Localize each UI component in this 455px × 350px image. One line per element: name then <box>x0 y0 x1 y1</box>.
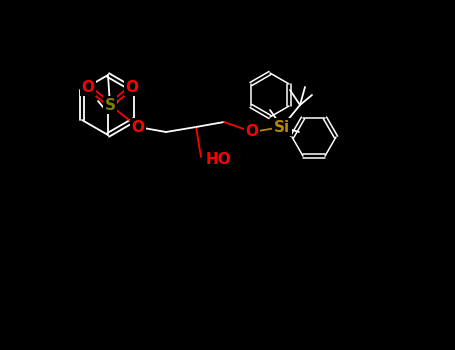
Text: O: O <box>126 79 138 94</box>
Text: O: O <box>131 119 145 134</box>
Text: O: O <box>246 125 258 140</box>
Text: Si: Si <box>274 119 290 134</box>
Text: HO: HO <box>206 153 232 168</box>
Text: S: S <box>105 98 116 112</box>
Text: O: O <box>81 79 95 94</box>
